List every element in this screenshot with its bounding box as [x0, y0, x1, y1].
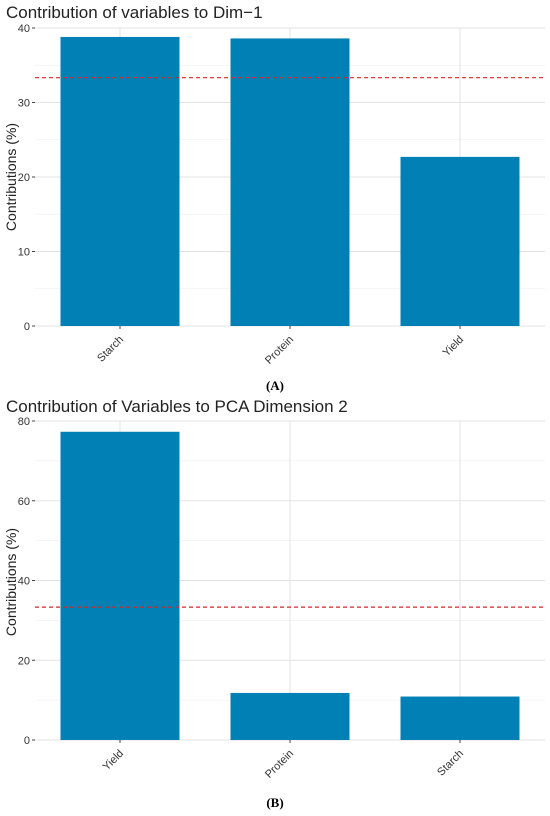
chart-title: Contribution of Variables to PCA Dimensi…: [6, 397, 348, 416]
y-tick-label: 40: [18, 23, 30, 35]
y-axis-label: Contributions (%): [3, 528, 19, 636]
chart-panel-b: Contribution of Variables to PCA Dimensi…: [3, 397, 545, 810]
chart-title: Contribution of variables to Dim−1: [6, 3, 263, 22]
y-tick-label: 0: [24, 735, 30, 747]
plot-area: 0 10 20 30 40 Starch Protein Yield: [18, 23, 545, 367]
y-axis-label: Contributions (%): [3, 123, 19, 231]
y-tick-label: 0: [24, 321, 30, 333]
y-tick-label: 40: [18, 576, 30, 588]
x-tick-label: Protein: [263, 748, 296, 781]
bar-protein: [230, 692, 350, 740]
x-tick-label: Protein: [263, 334, 296, 367]
chart-panel-a: Contribution of variables to Dim−1 0 10 20…: [3, 3, 545, 393]
y-tick-label: 20: [18, 655, 30, 667]
bar-yield: [400, 156, 520, 326]
bar-starch: [400, 696, 520, 740]
plot-area: 0 20 40 60 80 Yield Protein Starch: [18, 416, 545, 781]
y-tick-label: 20: [18, 172, 30, 184]
panel-label: (A): [266, 378, 284, 393]
panel-label: (B): [266, 795, 283, 810]
bar-starch: [60, 36, 180, 326]
y-tick-label: 30: [18, 98, 30, 110]
bar-yield: [60, 431, 180, 740]
bar-protein: [230, 38, 350, 327]
x-tick-label: Starch: [95, 334, 126, 365]
y-tick-label: 60: [18, 496, 30, 508]
x-tick-label: Yield: [101, 748, 127, 774]
y-tick-label: 80: [18, 416, 30, 428]
y-tick-label: 10: [18, 247, 30, 259]
x-tick-label: Starch: [435, 748, 466, 779]
x-tick-label: Yield: [441, 334, 467, 360]
